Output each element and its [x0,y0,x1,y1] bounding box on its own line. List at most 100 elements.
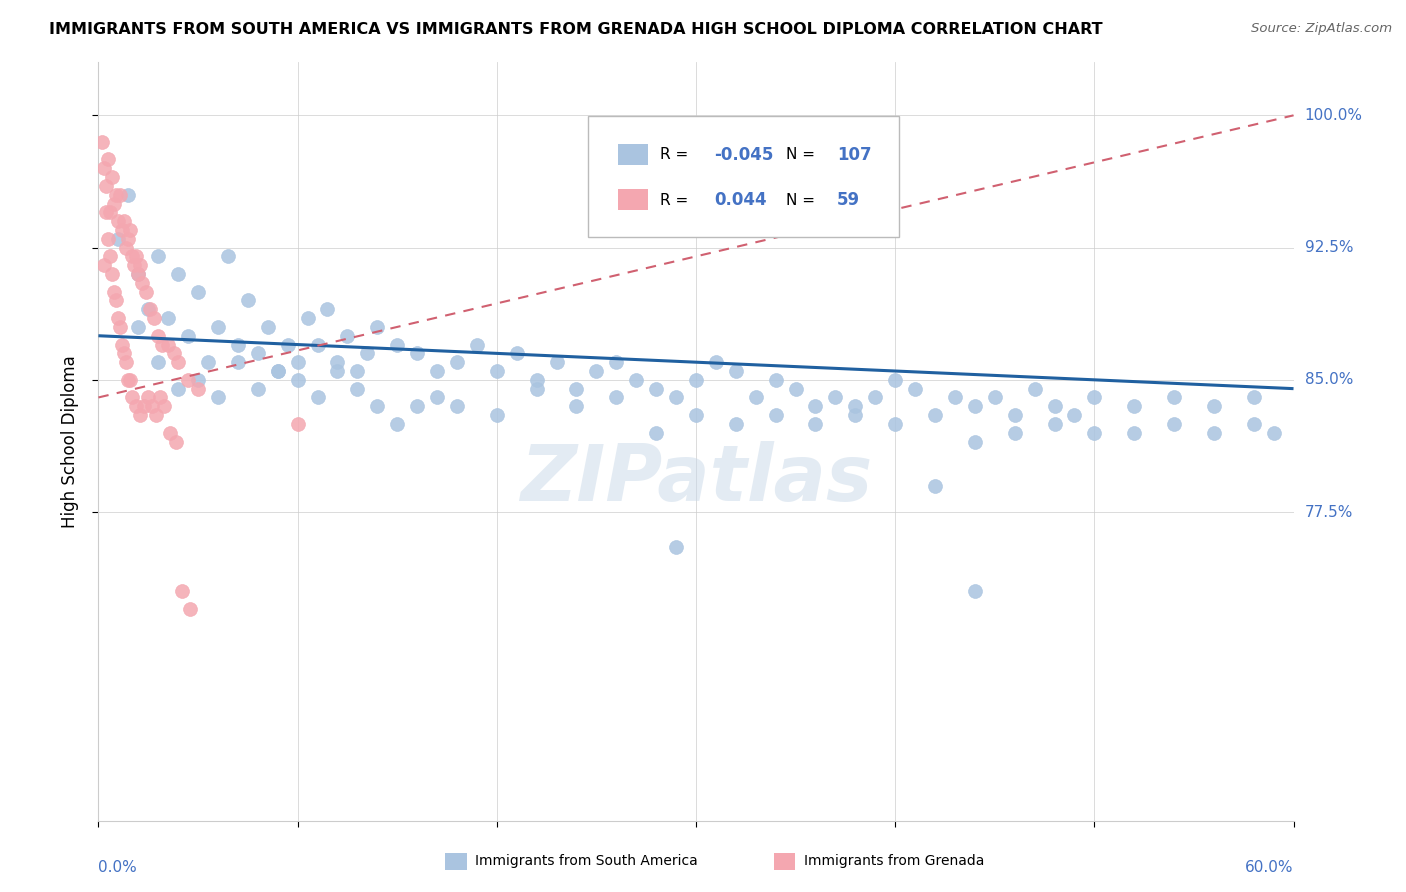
Point [187,373,209,387]
Point [107,311,129,326]
Point [107,214,129,228]
FancyBboxPatch shape [589,115,900,236]
Text: IMMIGRANTS FROM SOUTH AMERICA VS IMMIGRANTS FROM GRENADA HIGH SCHOOL DIPLOMA COR: IMMIGRANTS FROM SOUTH AMERICA VS IMMIGRA… [49,22,1102,37]
Point [98,249,122,263]
Point [179,602,201,616]
Point [297,311,319,326]
Point [904,382,927,396]
Point [645,425,668,440]
Text: N =: N = [786,147,820,162]
Point [149,391,172,405]
Point [136,302,159,317]
Point [157,311,180,326]
Point [1083,391,1105,405]
Point [117,232,139,246]
Point [605,355,627,369]
Point [963,434,986,449]
Point [884,417,907,431]
Point [526,373,548,387]
Point [326,364,349,378]
Point [148,355,170,369]
Point [226,337,249,351]
Text: 92.5%: 92.5% [1305,240,1353,255]
Point [765,408,787,422]
Point [121,391,143,405]
Point [346,364,368,378]
Point [745,391,768,405]
Point [1004,408,1026,422]
Point [150,337,173,351]
Point [385,337,409,351]
Text: 100.0%: 100.0% [1305,108,1362,123]
Point [326,355,349,369]
Point [167,267,190,281]
Point [107,232,129,246]
Point [187,285,209,299]
Point [267,364,290,378]
Point [724,417,747,431]
Point [256,320,278,334]
Point [159,425,181,440]
Point [91,135,114,149]
Point [1202,399,1225,413]
Text: 107: 107 [837,146,872,164]
Point [110,320,132,334]
Text: -0.045: -0.045 [714,146,773,164]
Point [1004,425,1026,440]
Point [121,249,143,263]
Point [143,311,166,326]
Point [485,364,508,378]
Point [120,373,142,387]
Point [1243,391,1265,405]
FancyBboxPatch shape [446,854,467,870]
Point [287,417,309,431]
Point [307,391,329,405]
Point [117,187,139,202]
Point [127,267,149,281]
Point [172,584,194,599]
Point [844,408,866,422]
Point [226,355,249,369]
Point [127,267,149,281]
Text: R =: R = [661,193,699,208]
Point [115,241,138,255]
Point [465,337,488,351]
Point [1163,417,1185,431]
Point [665,391,688,405]
Point [824,391,846,405]
Point [1123,399,1146,413]
Point [526,382,548,396]
Text: 60.0%: 60.0% [1246,860,1294,874]
Point [884,373,907,387]
Point [426,364,449,378]
Point [125,249,148,263]
Point [626,373,648,387]
Point [724,364,747,378]
FancyBboxPatch shape [773,854,796,870]
Point [665,541,688,555]
Point [141,399,163,413]
Point [96,178,118,193]
Point [111,337,134,351]
Point [129,408,152,422]
Text: 0.0%: 0.0% [98,860,138,874]
Point [1123,425,1146,440]
Point [97,232,120,246]
Point [765,373,787,387]
Point [287,355,309,369]
Point [97,153,120,167]
Point [111,223,134,237]
Point [685,373,707,387]
Point [1043,417,1066,431]
Point [131,276,153,290]
Text: R =: R = [661,147,693,162]
Point [1024,382,1046,396]
Point [1063,408,1085,422]
Point [366,320,388,334]
Point [167,355,190,369]
Point [207,320,229,334]
Point [267,364,290,378]
Text: Immigrants from South America: Immigrants from South America [475,854,697,868]
Text: 77.5%: 77.5% [1305,505,1353,519]
Point [139,302,162,317]
